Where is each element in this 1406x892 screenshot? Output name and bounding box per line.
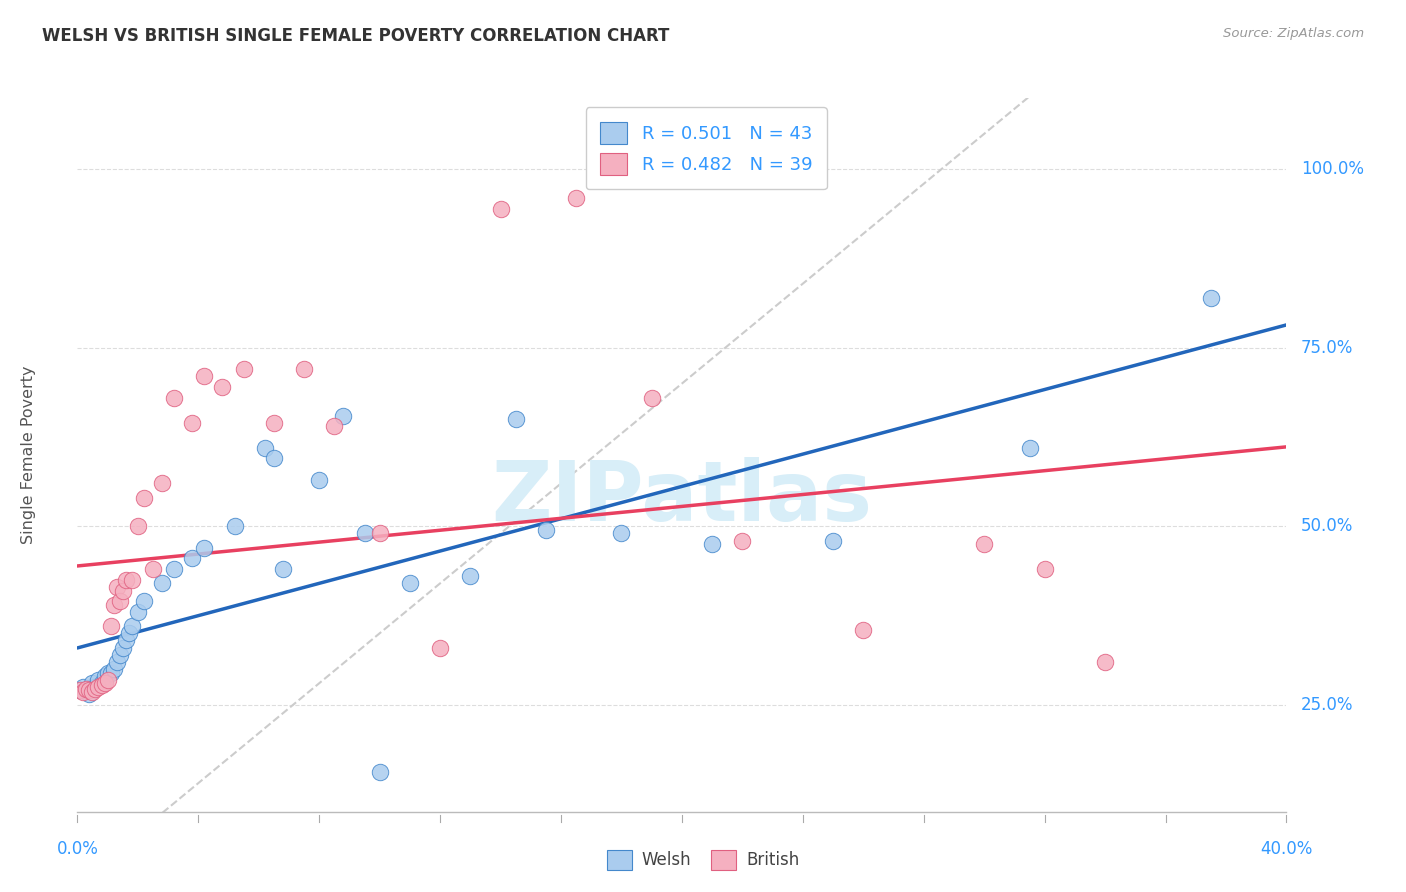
Point <box>127 605 149 619</box>
Point <box>118 626 141 640</box>
Point <box>263 416 285 430</box>
Text: 100.0%: 100.0% <box>1301 161 1364 178</box>
Text: 50.0%: 50.0% <box>1301 517 1354 535</box>
Point <box>1033 562 1056 576</box>
Point <box>323 419 346 434</box>
Point <box>132 594 155 608</box>
Point <box>96 673 118 687</box>
Point <box>368 526 391 541</box>
Point <box>84 680 107 694</box>
Point <box>292 362 315 376</box>
Point <box>105 655 128 669</box>
Point <box>69 683 91 698</box>
Point <box>150 476 173 491</box>
Point <box>163 391 186 405</box>
Point <box>75 681 97 696</box>
Point <box>368 765 391 780</box>
Text: ZIPatlas: ZIPatlas <box>492 458 872 538</box>
Text: WELSH VS BRITISH SINGLE FEMALE POVERTY CORRELATION CHART: WELSH VS BRITISH SINGLE FEMALE POVERTY C… <box>42 27 669 45</box>
Point <box>75 683 97 698</box>
Point <box>79 687 101 701</box>
Text: Single Female Poverty: Single Female Poverty <box>21 366 37 544</box>
Text: 40.0%: 40.0% <box>1260 840 1313 858</box>
Point <box>641 391 664 405</box>
Point <box>108 594 131 608</box>
Point <box>610 526 633 541</box>
Legend: R = 0.501   N = 43, R = 0.482   N = 39: R = 0.501 N = 43, R = 0.482 N = 39 <box>585 107 827 189</box>
Point <box>82 685 104 699</box>
Point <box>1018 441 1040 455</box>
Point <box>263 451 285 466</box>
Point <box>103 598 125 612</box>
Point <box>82 680 104 694</box>
Point <box>565 191 588 205</box>
Text: 0.0%: 0.0% <box>56 840 98 858</box>
Point <box>353 526 375 541</box>
Point <box>87 673 110 687</box>
Point <box>253 441 276 455</box>
Point <box>111 583 134 598</box>
Point <box>181 416 204 430</box>
Point <box>72 685 94 699</box>
Point <box>90 676 112 690</box>
Point <box>458 569 481 583</box>
Point <box>193 369 215 384</box>
Point <box>100 619 122 633</box>
Point <box>121 619 143 633</box>
Point <box>108 648 131 662</box>
Point <box>232 362 254 376</box>
Point <box>72 680 94 694</box>
Text: 75.0%: 75.0% <box>1301 339 1354 357</box>
Point <box>114 633 136 648</box>
Point <box>150 576 173 591</box>
Point <box>114 573 136 587</box>
Point <box>87 680 110 694</box>
Point <box>90 678 112 692</box>
Point <box>489 202 512 216</box>
Point <box>127 519 149 533</box>
Point <box>142 562 165 576</box>
Text: 25.0%: 25.0% <box>1301 696 1354 714</box>
Point <box>103 662 125 676</box>
Point <box>105 580 128 594</box>
Point <box>821 533 844 548</box>
Point <box>973 537 995 551</box>
Point <box>163 562 186 576</box>
Point <box>121 573 143 587</box>
Point <box>193 541 215 555</box>
Point <box>211 380 233 394</box>
Legend: Welsh, British: Welsh, British <box>600 843 806 877</box>
Text: Source: ZipAtlas.com: Source: ZipAtlas.com <box>1223 27 1364 40</box>
Point <box>702 537 724 551</box>
Point <box>96 665 118 680</box>
Point <box>271 562 294 576</box>
Point <box>505 412 527 426</box>
Point <box>100 665 122 680</box>
Point <box>852 623 875 637</box>
Point <box>82 676 104 690</box>
Point <box>332 409 354 423</box>
Point <box>93 673 115 687</box>
Point <box>399 576 422 591</box>
Point <box>132 491 155 505</box>
Point <box>93 669 115 683</box>
Point <box>84 681 107 696</box>
Point <box>308 473 330 487</box>
Point <box>224 519 246 533</box>
Point <box>69 683 91 698</box>
Point <box>1199 291 1222 305</box>
Point <box>181 551 204 566</box>
Point <box>731 533 754 548</box>
Point <box>111 640 134 655</box>
Point <box>534 523 557 537</box>
Point <box>79 683 101 698</box>
Point <box>1094 655 1116 669</box>
Point <box>429 640 451 655</box>
Point <box>93 676 115 690</box>
